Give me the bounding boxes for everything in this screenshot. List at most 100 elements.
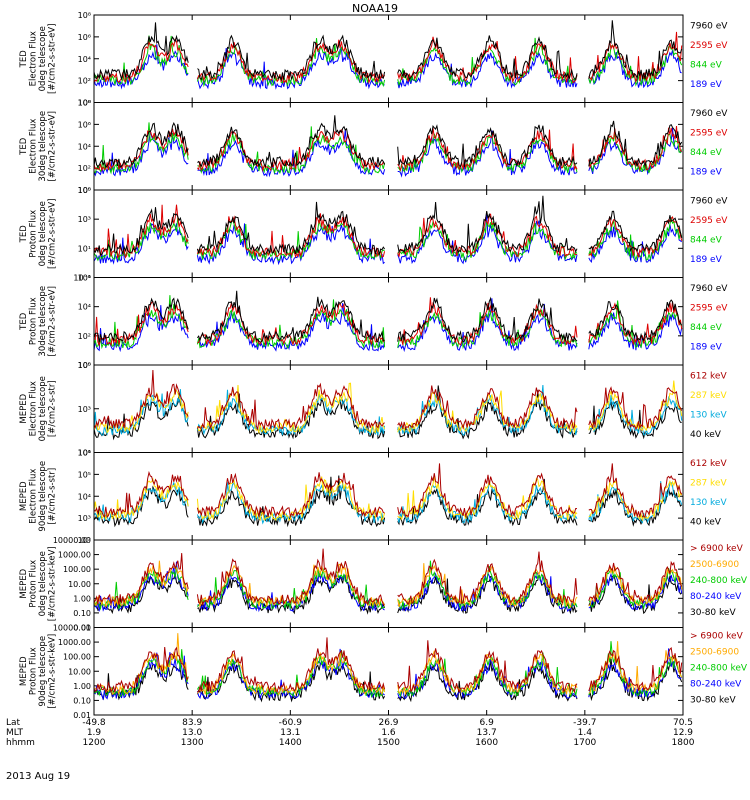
legend-entry: 30-80 keV	[690, 695, 736, 705]
y-tick-label: 10²	[78, 332, 91, 341]
y-axis-title: [#/cm2-s-str-eV]	[47, 199, 57, 269]
y-tick-label: 10⁵	[78, 470, 91, 479]
x-tick-label: 1500	[377, 738, 400, 748]
y-tick-label: 10⁴	[78, 303, 91, 312]
panel-frame	[93, 277, 684, 366]
panel-2: 10⁰ 10² 10⁴ 10⁶ 10⁸ TED Electron Flux 30deg tel…	[19, 99, 729, 196]
x-tick-label: 1.9	[87, 728, 102, 738]
y-tick-label: 10⁶	[78, 274, 91, 283]
y-axis-title: Proton Flux	[28, 210, 38, 258]
x-tick-label: 6.9	[480, 718, 495, 728]
legend-entry: 7960 eV	[690, 22, 728, 32]
x-tick-label: 70.5	[673, 718, 693, 728]
y-axis-title: Proton Flux	[28, 647, 38, 695]
y-axis-title: [#/cm2-s-str-keV]	[47, 546, 57, 621]
y-tick-label: 0.10	[73, 696, 91, 705]
series-line	[94, 572, 682, 615]
series-line	[94, 195, 683, 256]
y-tick-label: 10⁵	[78, 186, 91, 195]
y-tick-label: 10⁸	[78, 99, 91, 108]
y-axis-title: 90deg telescope	[38, 461, 48, 532]
legend-entry: 30-80 keV	[690, 608, 736, 618]
legend-entry: 2500-6900	[690, 648, 739, 658]
legend-entry: 844 eV	[690, 236, 723, 246]
x-row-label: Lat	[6, 718, 21, 728]
series-line	[94, 204, 683, 259]
x-tick-label: 1700	[573, 738, 596, 748]
y-axis-title: [#/cm2-s-str-eV]	[47, 24, 57, 94]
series-line	[94, 298, 683, 353]
legend-entry: 2595 eV	[690, 304, 728, 314]
y-axis-title: Electron Flux	[28, 469, 38, 524]
series-line	[94, 115, 683, 169]
legend-entry: 612 keV	[690, 459, 727, 469]
y-tick-label: 10¹	[78, 449, 91, 458]
series-line	[94, 369, 683, 431]
x-row-label: MLT	[6, 728, 24, 738]
series-line	[94, 463, 683, 519]
y-axis-title: 30deg telescope	[38, 111, 48, 182]
y-axis-title: 0deg telescope	[38, 26, 48, 91]
series-line	[94, 475, 683, 528]
x-tick-label: 12.9	[673, 728, 693, 738]
legend-entry: 189 eV	[690, 167, 723, 177]
legend-entry: 2595 eV	[690, 41, 728, 51]
series-line	[94, 128, 682, 178]
y-axis-title: [#/cm2-s-str]	[47, 380, 57, 437]
series-line	[94, 35, 683, 88]
x-tick-label: -39.7	[573, 718, 596, 728]
x-axis-labels: LatMLThhmm-49.81.9120083.913.01300-60.91…	[6, 718, 695, 748]
y-tick-label: 10.00	[68, 580, 91, 589]
x-tick-label: 1200	[83, 738, 106, 748]
y-tick-label: 10000.00	[53, 536, 91, 545]
y-axis-title: 0deg telescope	[38, 551, 48, 616]
series-line	[94, 20, 683, 82]
legend-entry: 240-800 keV	[690, 663, 748, 673]
y-tick-label: 10⁶	[78, 33, 91, 42]
legend-entry: 287 keV	[690, 479, 727, 489]
x-tick-label: 13.7	[477, 728, 497, 738]
x-tick-label: 1300	[181, 738, 204, 748]
panel-6: 10² 10³ 10⁴ 10⁵ 10⁶ MEPED Electron Flux 90deg t…	[19, 449, 728, 546]
series-line	[94, 295, 683, 350]
y-axis-title: Electron Flux	[28, 31, 38, 86]
date-label: 2013 Aug 19	[6, 771, 70, 782]
legend-entry: 2595 eV	[690, 216, 728, 226]
y-tick-label: 100.00	[63, 565, 91, 574]
y-tick-label: 1.00	[73, 682, 91, 691]
x-tick-label: 1800	[672, 738, 695, 748]
y-axis-title: Proton Flux	[28, 560, 38, 608]
x-tick-label: -49.8	[82, 718, 106, 728]
y-tick-label: 10²	[78, 164, 91, 173]
panel-7: 0.01 0.10 1.00 10.00 100.00 1000.00 10000.00 ME…	[19, 536, 748, 633]
y-tick-label: 10²	[78, 536, 91, 545]
y-axis-title: TED	[19, 225, 29, 244]
series-group	[94, 290, 683, 353]
series-line	[94, 216, 683, 262]
y-tick-label: 10000.00	[53, 624, 91, 633]
panel-5: 10¹ 10³ 10⁵ MEPED Electron Flux 0deg telescop…	[19, 361, 728, 458]
y-tick-label: 10⁰	[78, 186, 91, 195]
y-tick-label: 0.10	[73, 609, 91, 618]
series-line	[94, 297, 683, 347]
panel-8: 0.01 0.10 1.00 10.00 100.00 1000.00 10000.00 ME…	[19, 624, 748, 721]
y-tick-label: 10³	[78, 215, 91, 224]
y-axis-title: Proton Flux	[28, 297, 38, 345]
legend-entry: 130 keV	[690, 498, 727, 508]
y-tick-label: 10⁴	[78, 55, 91, 64]
y-axis-title: 0deg telescope	[38, 201, 48, 266]
y-axis-title: TED	[19, 50, 29, 69]
series-line	[94, 384, 683, 437]
y-tick-label: 10³	[78, 514, 91, 523]
y-tick-label: 10⁻¹	[73, 274, 91, 283]
series-line	[94, 633, 683, 696]
legend-entry: 189 eV	[690, 255, 723, 265]
y-tick-label: 10⁰	[78, 99, 91, 108]
y-axis-title: 90deg telescope	[38, 636, 48, 707]
series-line	[94, 385, 682, 441]
legend-entry: 2500-6900	[690, 560, 739, 570]
x-tick-label: -60.9	[279, 718, 303, 728]
legend-entry: 612 keV	[690, 372, 727, 382]
y-axis-title: MEPED	[19, 481, 29, 511]
y-tick-label: 10.00	[68, 667, 91, 676]
